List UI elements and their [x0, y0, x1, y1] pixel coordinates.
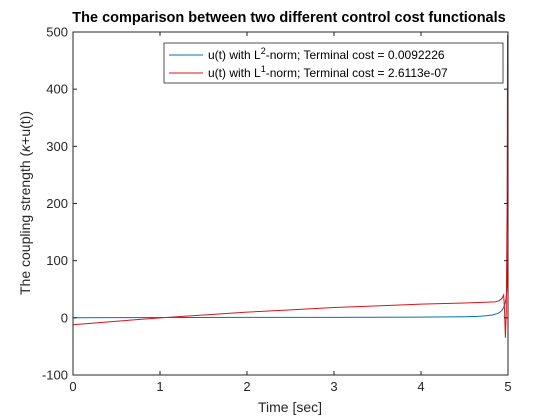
- y-tick-label: 400: [46, 82, 68, 97]
- y-tick-label: 300: [46, 139, 68, 154]
- legend-label-l1: u(t) with L1-norm; Terminal cost = 2.611…: [208, 64, 448, 80]
- legend-l2-text-b: -norm; Terminal cost = 0.0092226: [266, 48, 445, 62]
- y-tick-label: -100: [42, 368, 68, 383]
- series-line-1: [72, 34, 509, 338]
- x-tick-label: 3: [330, 379, 337, 394]
- y-axis-label-part2: +u(t)): [17, 111, 33, 145]
- y-axis-label: The coupling strength (κ+u(t)): [17, 111, 33, 295]
- legend-l2-text-a: u(t) with L: [208, 48, 261, 62]
- x-tick-label: 5: [504, 379, 511, 394]
- plot-area: [73, 32, 508, 375]
- x-tick-label: 4: [417, 379, 424, 394]
- x-tick-label: 0: [69, 379, 76, 394]
- x-tick-label: 1: [156, 379, 163, 394]
- y-tick-label: 100: [46, 253, 68, 268]
- legend-label-l2: u(t) with L2-norm; Terminal cost = 0.009…: [208, 46, 445, 62]
- chart-title: The comparison between two different con…: [72, 10, 505, 26]
- y-tick-label: 0: [61, 310, 68, 325]
- legend-l1-text-a: u(t) with L: [208, 66, 261, 80]
- x-tick-label: 2: [243, 379, 250, 394]
- y-axis-ticks: -100 0 100 200 300 400 500: [42, 25, 508, 383]
- y-axis-label-part1: The coupling strength (: [17, 151, 33, 295]
- x-axis-label: Time [sec]: [258, 399, 322, 415]
- legend-l1-text-b: -norm; Terminal cost = 2.6113e-07: [266, 66, 448, 80]
- y-axis-label-kappa: κ: [17, 144, 33, 152]
- legend-l2-superscript: 2: [261, 46, 266, 56]
- legend-box: [163, 42, 504, 84]
- legend: u(t) with L2-norm; Terminal cost = 0.009…: [163, 42, 504, 84]
- y-tick-label: 500: [46, 25, 68, 40]
- legend-l1-superscript: 1: [261, 64, 266, 74]
- y-tick-label: 200: [46, 196, 68, 211]
- series-layer: [72, 34, 509, 338]
- x-axis-ticks: 0 1 2 3 4 5: [69, 32, 512, 394]
